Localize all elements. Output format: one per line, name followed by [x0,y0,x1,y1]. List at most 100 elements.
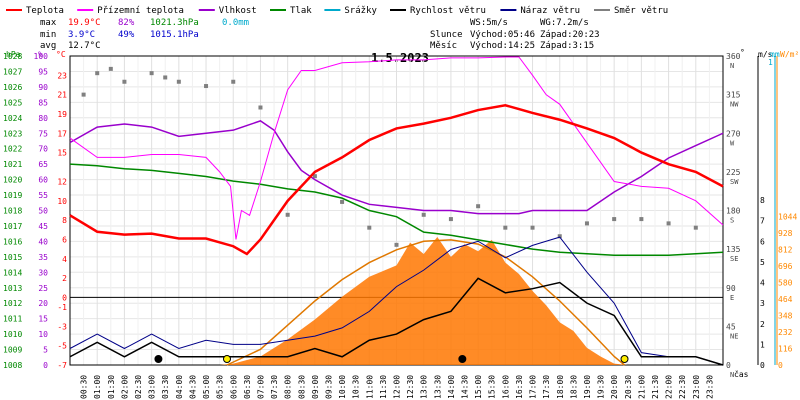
pressure-tick: 1028 [3,52,22,61]
direction-label: NE [730,332,738,340]
time-tick: 17:30 [542,375,551,399]
stats-block: max 19.9°C 82% 1021.3hPa 0.0mm min 3.9°C… [40,18,249,51]
stat-max-hum: 82% [118,18,135,28]
pressure-tick: 1010 [3,330,22,339]
stat-min-hum: 49% [118,30,135,40]
legend-label: Tlak [290,6,312,16]
temperature-tick: 12 [57,178,67,187]
pressure-tick: 1011 [3,315,22,324]
humidity-tick: 25 [38,284,48,293]
humidity-tick: 35 [38,253,48,262]
time-tick: 08:30 [297,375,306,399]
solar-tick: 812 [778,246,793,255]
time-tick: 05:00 [202,375,211,399]
time-tick: 04:30 [188,375,197,399]
pressure-tick: 1025 [3,98,22,107]
direction-tick: 0 [726,361,731,370]
wind-direction-point [503,225,508,230]
wind-direction-point [122,79,127,84]
time-tick: 00:30 [80,375,89,399]
moon-label: Měsíc [430,41,457,51]
pressure-tick: 1013 [3,284,22,293]
stat-max-label: max [40,18,57,28]
time-tick: 19:30 [597,375,606,399]
humidity-line [69,120,724,215]
humidity-tick: 30 [38,268,48,277]
pressure-tick: 1008 [3,361,22,370]
legend-label: Přízemní teplota [97,6,184,16]
direction-tick: 45 [726,322,736,331]
time-tick: 02:30 [134,375,143,399]
time-tick: 12:30 [406,375,415,399]
pressure-tick: 1024 [3,114,22,123]
wind-direction-point [476,204,481,209]
time-tick: 21:30 [651,375,660,399]
unit-deg: ° [740,48,745,57]
solar-tick: 0 [778,361,783,370]
humidity-tick: 80 [38,114,48,123]
humidity-tick: 55 [38,191,48,200]
temperature-tick: 0 [62,293,67,302]
legend-label: Vlhkost [219,6,257,16]
temperature-tick: 2 [62,274,67,283]
humidity-tick: 0 [43,361,48,370]
legend-label: Srážky [344,6,377,16]
solar-tick: 928 [778,229,793,238]
wind-direction-point [693,225,698,230]
direction-tick: 315 [726,91,741,100]
time-tick: 10:00 [338,375,347,399]
pressure-tick: 1019 [3,191,22,200]
temperature-tick: 23 [57,71,67,80]
wind-direction-point [163,75,168,80]
time-tick: 03:00 [148,375,157,399]
wind-direction-point [530,225,535,230]
time-tick: 14:00 [447,375,456,399]
time-tick: 18:00 [556,375,565,399]
wind-direction-point [204,84,209,89]
wind-direction-point [81,92,86,97]
wind-direction-point [312,174,317,179]
wind-direction-point [584,221,589,226]
stat-max-temp: 19.9°C [68,18,101,28]
time-tick: 07:00 [256,375,265,399]
humidity-tick: 40 [38,237,48,246]
wind-tick: 5 [760,258,765,267]
solar-tick: 696 [778,262,793,271]
humidity-tick: 95 [38,67,48,76]
time-tick: 02:00 [120,375,129,399]
axis-units: hPa % °C ° m/s mm W/m² čas [6,48,799,379]
time-tick: 05:30 [216,375,225,399]
unit-celsius: °C [56,50,66,59]
time-tick: 19:00 [583,375,592,399]
pressure-tick: 1021 [3,160,22,169]
time-tick: 20:00 [610,375,619,399]
wind-tick: 4 [760,279,765,288]
time-tick: 01:30 [107,375,116,399]
wind-direction-point [448,217,453,222]
stat-avg-label: avg [40,41,56,51]
time-tick: 23:30 [705,375,714,399]
time-tick: 17:00 [529,375,538,399]
time-tick: 15:30 [488,375,497,399]
stat-min-press: 1015.1hPa [150,30,199,40]
wind-direction-point [108,66,113,71]
plot-area [69,56,724,366]
wind-direction-point [231,79,236,84]
moonrise-text: Východ:14:25 [470,41,535,51]
moon-marker [458,355,467,363]
time-tick: 18:30 [569,375,578,399]
time-tick: 12:00 [393,375,402,399]
time-tick: 13:00 [420,375,429,399]
solar-tick: 1044 [778,213,797,222]
wind-tick: 8 [760,196,765,205]
theoretical-solar-line [226,239,625,366]
time-tick: 08:00 [284,375,293,399]
wind-direction-point [149,71,154,76]
temperature-tick: 6 [62,235,67,244]
wind-tick: 2 [760,320,765,329]
stat-min-label: min [40,30,56,40]
wind-tick: 3 [760,299,765,308]
time-tick: 20:30 [624,375,633,399]
time-tick: 09:30 [324,375,333,399]
